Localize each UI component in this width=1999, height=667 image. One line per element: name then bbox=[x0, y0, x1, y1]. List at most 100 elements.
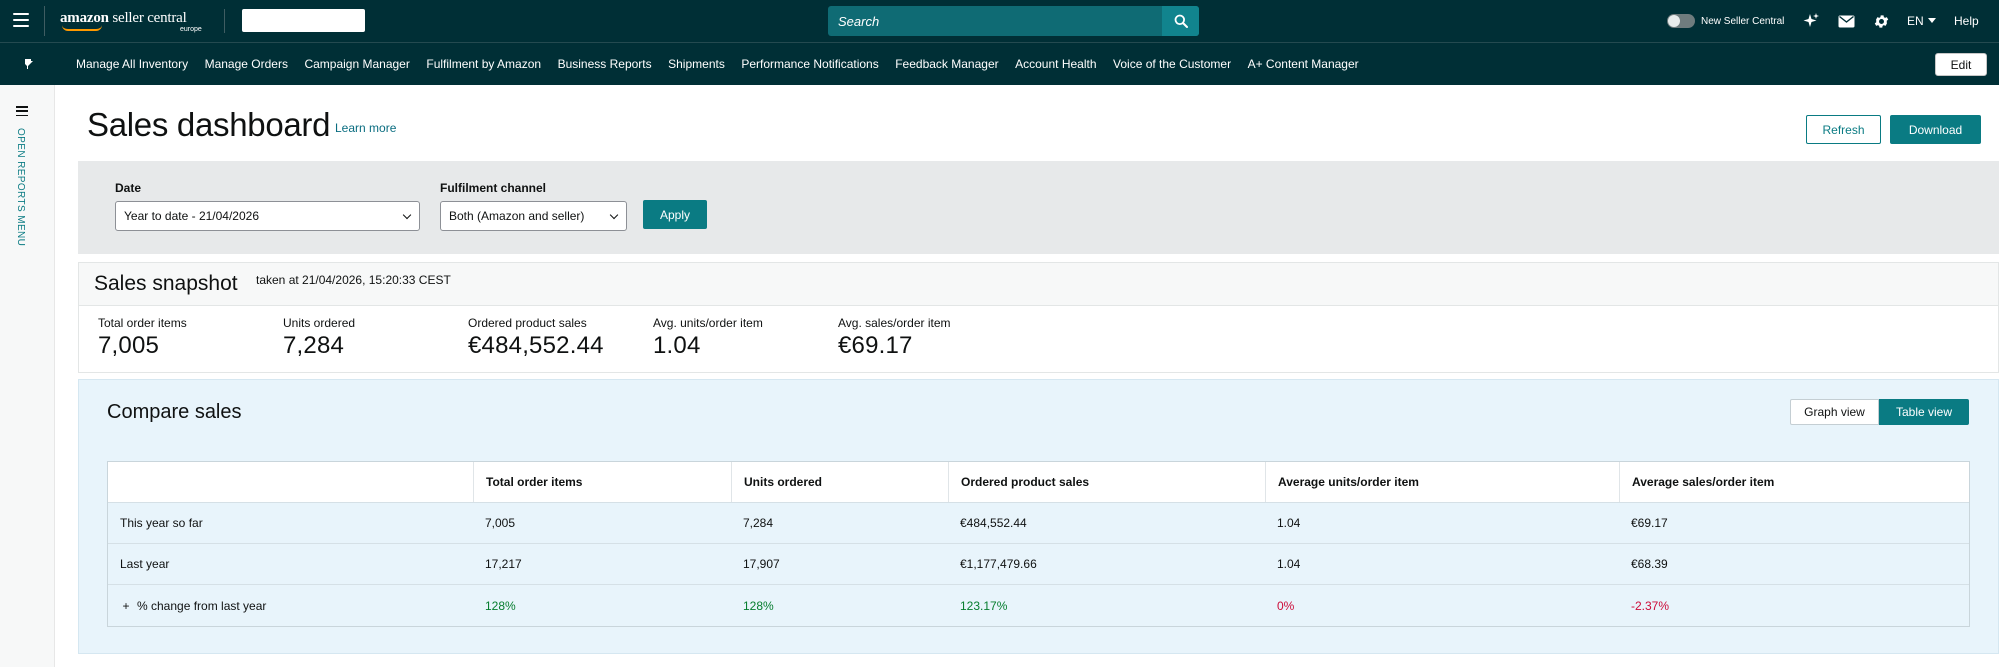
download-button[interactable]: Download bbox=[1890, 115, 1981, 144]
change-row-label[interactable]: + % change from last year bbox=[108, 585, 266, 626]
row-label: Last year bbox=[120, 557, 170, 571]
nav-manage-all-inventory[interactable]: Manage All Inventory bbox=[76, 57, 189, 71]
filter-panel: Date Year to date - 21/04/2026 Fulfilmen… bbox=[78, 161, 1999, 254]
metric-ordered-product-sales: Ordered product sales €484,552.44 bbox=[468, 316, 604, 360]
change-cell-positive: 128% bbox=[485, 598, 516, 613]
metric-label: Ordered product sales bbox=[468, 316, 587, 330]
metric-value: €69.17 bbox=[838, 332, 913, 359]
reports-menu-icon[interactable] bbox=[16, 106, 28, 116]
change-cell-positive: 123.17% bbox=[960, 598, 1008, 613]
seller-central-logo[interactable]: amazon seller central europe bbox=[60, 9, 202, 33]
table-cell: 7,284 bbox=[743, 516, 774, 530]
graph-view-button[interactable]: Graph view bbox=[1790, 399, 1879, 425]
metric-value: 7,005 bbox=[98, 332, 160, 359]
toggle-label: New Seller Central bbox=[1701, 16, 1785, 27]
change-cell-positive: 128% bbox=[743, 598, 774, 613]
metric-value: 7,284 bbox=[283, 332, 345, 359]
table-cell: €484,552.44 bbox=[960, 516, 1027, 530]
nav-manage-orders[interactable]: Manage Orders bbox=[204, 57, 288, 71]
sales-snapshot-panel: Sales snapshot taken at 21/04/2026, 15:2… bbox=[78, 262, 1999, 373]
metric-avg-sales-per-order-item: Avg. sales/order item €69.17 bbox=[838, 316, 951, 360]
row-label: This year so far bbox=[120, 516, 203, 530]
table-row-change: + % change from last year 128% 128% 123.… bbox=[108, 585, 1969, 626]
date-select[interactable]: Year to date - 21/04/2026 bbox=[115, 201, 420, 231]
compare-sales-panel: Compare sales Graph view Table view Tota… bbox=[78, 379, 1999, 654]
metric-value: €484,552.44 bbox=[468, 332, 604, 359]
logo-brand: amazon bbox=[60, 10, 109, 26]
refresh-button[interactable]: Refresh bbox=[1806, 115, 1881, 144]
header-divider bbox=[44, 6, 45, 36]
metric-label: Avg. units/order item bbox=[653, 316, 763, 330]
new-seller-central-toggle[interactable] bbox=[1667, 14, 1695, 28]
nav-account-health[interactable]: Account Health bbox=[1015, 57, 1097, 71]
snapshot-timestamp: taken at 21/04/2026, 15:20:33 CEST bbox=[256, 273, 451, 287]
language-selector[interactable]: EN bbox=[1907, 14, 1936, 28]
column-header-ordered-product-sales: Ordered product sales bbox=[948, 462, 1265, 502]
logo-region: europe bbox=[180, 26, 202, 33]
caret-down-icon bbox=[1927, 18, 1936, 23]
mail-icon[interactable] bbox=[1836, 11, 1856, 31]
table-cell: 1.04 bbox=[1277, 557, 1301, 571]
nav-business-reports[interactable]: Business Reports bbox=[557, 57, 652, 71]
sparkle-icon[interactable] bbox=[1801, 11, 1821, 31]
search-bar bbox=[828, 6, 1199, 36]
column-header-total-order-items: Total order items bbox=[473, 462, 731, 502]
snapshot-header: Sales snapshot taken at 21/04/2026, 15:2… bbox=[79, 263, 1998, 306]
reports-menu-rail[interactable]: OPEN REPORTS MENU bbox=[0, 85, 55, 667]
expand-plus-icon[interactable]: + bbox=[122, 598, 130, 613]
table-cell: 17,907 bbox=[743, 557, 780, 571]
column-header-units-ordered: Units ordered bbox=[731, 462, 948, 502]
edit-nav-button[interactable]: Edit bbox=[1935, 53, 1987, 76]
nav-fulfilment-by-amazon[interactable]: Fulfilment by Amazon bbox=[426, 57, 542, 71]
main-menu-icon[interactable] bbox=[13, 13, 29, 27]
table-cell: 17,217 bbox=[485, 557, 522, 571]
top-header: amazon seller central europe New Seller … bbox=[0, 0, 1999, 42]
nav-a-plus-content-manager[interactable]: A+ Content Manager bbox=[1247, 57, 1359, 71]
search-input[interactable] bbox=[828, 6, 1160, 36]
metric-label: Total order items bbox=[98, 316, 187, 330]
help-link[interactable]: Help bbox=[1954, 14, 1979, 28]
nav-links: Manage All Inventory Manage Orders Campa… bbox=[76, 57, 1375, 71]
column-header-avg-units-per-order-item: Average units/order item bbox=[1265, 462, 1619, 502]
fulfilment-channel-select[interactable]: Both (Amazon and seller) bbox=[440, 201, 627, 231]
chevron-down-icon bbox=[609, 210, 619, 220]
table-cell: €1,177,479.66 bbox=[960, 557, 1037, 571]
change-cell-negative: 0% bbox=[1277, 598, 1295, 613]
metric-label: Avg. sales/order item bbox=[838, 316, 951, 330]
table-row: Last year 17,217 17,907 €1,177,479.66 1.… bbox=[108, 544, 1969, 585]
logo-product: seller central bbox=[112, 10, 187, 26]
compare-sales-table: Total order items Units ordered Ordered … bbox=[107, 461, 1970, 627]
table-row: This year so far 7,005 7,284 €484,552.44… bbox=[108, 503, 1969, 544]
page-title: Sales dashboard bbox=[87, 106, 331, 143]
metric-label: Units ordered bbox=[283, 316, 356, 330]
table-header-row: Total order items Units ordered Ordered … bbox=[108, 462, 1969, 503]
apply-button[interactable]: Apply bbox=[643, 200, 707, 229]
metric-avg-units-per-order-item: Avg. units/order item 1.04 bbox=[653, 316, 763, 360]
nav-shipments[interactable]: Shipments bbox=[668, 57, 725, 71]
settings-gear-icon[interactable] bbox=[1871, 11, 1891, 31]
date-label: Date bbox=[115, 181, 142, 195]
pin-icon[interactable] bbox=[24, 58, 34, 70]
chevron-down-icon bbox=[402, 210, 412, 220]
search-button[interactable] bbox=[1162, 6, 1199, 36]
learn-more-link[interactable]: Learn more bbox=[335, 121, 397, 135]
account-switcher[interactable] bbox=[242, 9, 365, 32]
table-cell: €68.39 bbox=[1631, 557, 1668, 571]
nav-feedback-manager[interactable]: Feedback Manager bbox=[895, 57, 999, 71]
navigation-bar: Manage All Inventory Manage Orders Campa… bbox=[0, 42, 1999, 85]
nav-campaign-manager[interactable]: Campaign Manager bbox=[304, 57, 410, 71]
language-label: EN bbox=[1907, 14, 1924, 28]
table-cell: 7,005 bbox=[485, 516, 516, 530]
fulfilment-channel-label: Fulfilment channel bbox=[440, 181, 547, 195]
change-cell-negative: -2.37% bbox=[1631, 598, 1670, 613]
snapshot-title: Sales snapshot bbox=[94, 272, 238, 295]
header-divider-2 bbox=[224, 9, 225, 33]
column-header-avg-sales-per-order-item: Average sales/order item bbox=[1619, 462, 1971, 502]
open-reports-menu-label[interactable]: OPEN REPORTS MENU bbox=[15, 128, 26, 247]
table-view-button[interactable]: Table view bbox=[1879, 399, 1969, 425]
column-header-blank bbox=[108, 462, 473, 502]
nav-performance-notifications[interactable]: Performance Notifications bbox=[741, 57, 879, 71]
nav-voice-of-the-customer[interactable]: Voice of the Customer bbox=[1113, 57, 1232, 71]
search-icon bbox=[1174, 14, 1188, 28]
compare-sales-title: Compare sales bbox=[107, 401, 242, 423]
